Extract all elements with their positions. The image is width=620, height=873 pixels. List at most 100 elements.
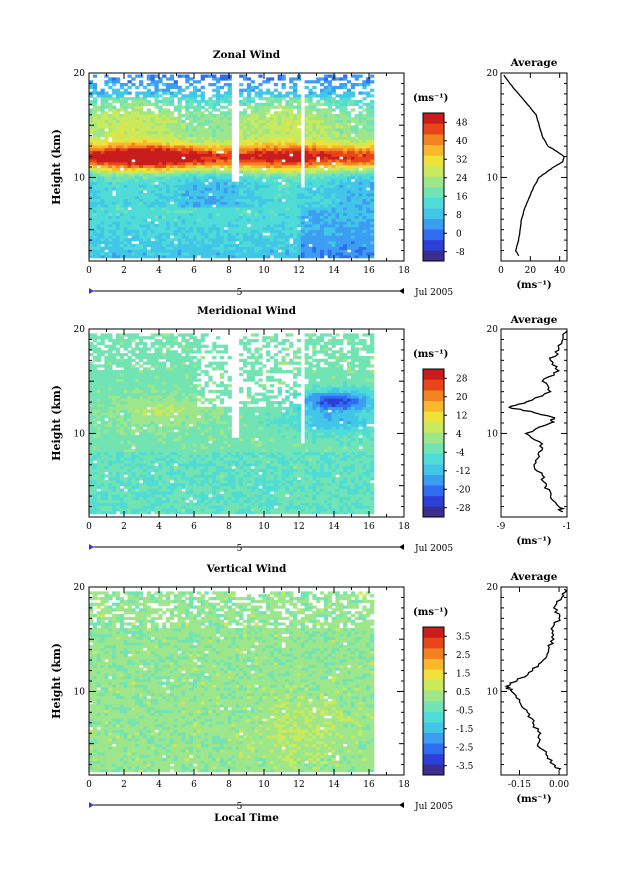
heatmap-cell — [112, 91, 117, 95]
heatmap-cell — [135, 105, 140, 109]
heatmap-cell — [296, 221, 302, 225]
heatmap-cell — [246, 142, 252, 146]
heatmap-cell — [212, 102, 217, 106]
heatmap-cell — [246, 243, 252, 247]
heatmap-cell — [189, 142, 194, 146]
heatmap-cell — [200, 232, 205, 236]
heatmap-cell — [316, 102, 321, 106]
heatmap-cell — [115, 201, 121, 205]
heatmap-cell — [289, 181, 294, 185]
heatmap-cell — [354, 240, 359, 245]
heatmap-cell — [173, 224, 178, 228]
heatmap-cell — [166, 97, 171, 101]
heatmap-cell — [100, 130, 105, 135]
heatmap-cell — [119, 198, 125, 202]
heatmap-cell — [354, 173, 359, 177]
heatmap-cell — [92, 232, 98, 236]
heatmap-cell — [366, 153, 371, 157]
heatmap-cell — [100, 122, 105, 126]
heatmap-cell — [192, 136, 198, 140]
heatmap-cell — [100, 395, 105, 399]
heatmap-cell — [258, 198, 263, 202]
heatmap-cell — [150, 190, 155, 194]
heatmap-cell — [92, 429, 98, 433]
heatmap-cell — [296, 195, 302, 200]
heatmap-cell — [115, 184, 121, 188]
heatmap-cell — [112, 443, 117, 447]
heatmap-cell — [100, 164, 105, 169]
heatmap-cell — [139, 226, 144, 231]
heatmap-cell — [92, 426, 98, 430]
heatmap-cell — [331, 218, 336, 222]
heatmap-cell — [123, 108, 128, 112]
heatmap-cell — [254, 198, 259, 202]
heatmap-cell — [112, 491, 117, 495]
heatmap-cell — [300, 240, 305, 245]
heatmap-cell — [189, 255, 194, 259]
heatmap-cell — [285, 193, 290, 197]
heatmap-cell — [208, 105, 213, 109]
heatmap-cell — [181, 235, 186, 239]
heatmap-cell — [89, 209, 94, 214]
heatmap-cell — [112, 221, 117, 225]
heatmap-cell — [262, 116, 267, 121]
heatmap-cell — [316, 201, 321, 205]
heatmap-cell — [362, 221, 367, 225]
heatmap-cell — [366, 176, 371, 180]
heatmap-cell — [289, 114, 294, 118]
heatmap-cell — [335, 218, 340, 222]
heatmap-cell — [123, 238, 128, 242]
heatmap-cell — [281, 145, 286, 149]
heatmap-cell — [343, 153, 348, 157]
heatmap-cell — [227, 235, 232, 239]
heatmap-cell — [208, 201, 213, 205]
heatmap-cell — [289, 159, 294, 163]
heatmap-cell — [204, 190, 209, 194]
heatmap-cell — [146, 74, 151, 78]
heatmap-cell — [258, 91, 263, 95]
heatmap-cell — [177, 207, 182, 211]
heatmap-cell — [173, 85, 178, 90]
heatmap-cell — [92, 485, 98, 489]
heatmap-cell — [204, 167, 209, 171]
heatmap-cell — [327, 176, 332, 180]
heatmap-cell — [354, 164, 359, 169]
heatmap-cell — [108, 488, 113, 492]
heatmap-cell — [362, 145, 367, 149]
heatmap-cell — [296, 147, 302, 152]
heatmap-cell — [266, 215, 271, 219]
heatmap-cell — [343, 198, 348, 202]
heatmap-cell — [358, 142, 363, 146]
heatmap-cell — [323, 119, 329, 123]
heatmap-cell — [243, 142, 248, 146]
heatmap-cell — [327, 238, 332, 242]
heatmap-cell — [127, 229, 132, 233]
heatmap-cell — [358, 145, 363, 149]
heatmap-cell — [96, 204, 101, 208]
heatmap-cell — [139, 255, 144, 259]
heatmap-cell — [219, 255, 225, 259]
heatmap-cell — [131, 181, 136, 185]
heatmap-cell — [196, 226, 202, 231]
heatmap-cell — [254, 229, 259, 233]
heatmap-cell — [219, 133, 225, 138]
heatmap-cell — [366, 102, 371, 106]
heatmap-cell — [370, 240, 375, 245]
heatmap-cell — [312, 122, 317, 126]
heatmap-cell — [323, 108, 329, 112]
heatmap-cell — [269, 102, 275, 106]
heatmap-cell — [277, 102, 282, 106]
heatmap-cell — [112, 474, 117, 478]
heatmap-cell — [239, 207, 244, 211]
heatmap-cell — [350, 198, 356, 202]
heatmap-cell — [196, 212, 202, 216]
heatmap-cell — [127, 176, 132, 180]
heatmap-cell — [358, 204, 363, 208]
heatmap-cell — [100, 465, 105, 470]
heatmap-cell — [196, 128, 202, 132]
heatmap-cell — [104, 440, 109, 444]
heatmap-cell — [92, 153, 98, 157]
heatmap-cell — [123, 136, 128, 140]
heatmap-cell — [100, 88, 105, 92]
heatmap-cell — [89, 246, 94, 250]
